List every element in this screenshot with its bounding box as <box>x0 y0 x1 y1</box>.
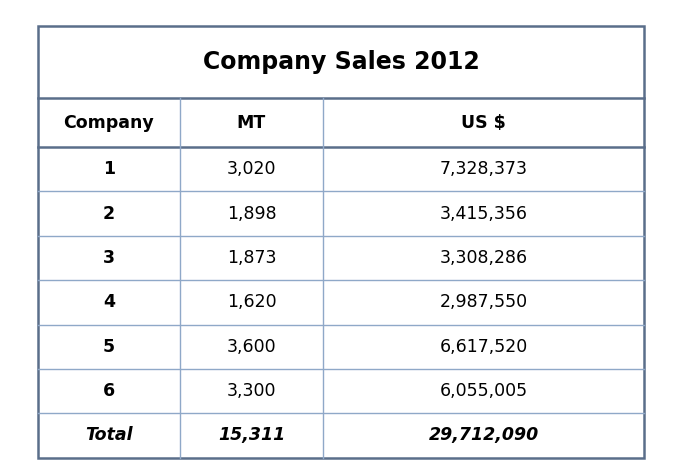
Text: 2,987,550: 2,987,550 <box>440 293 528 311</box>
Text: US $: US $ <box>461 113 506 132</box>
Text: 2: 2 <box>103 205 115 223</box>
Text: 1,898: 1,898 <box>226 205 276 223</box>
Text: 1,620: 1,620 <box>226 293 276 311</box>
Text: 15,311: 15,311 <box>218 426 285 445</box>
Text: 3,415,356: 3,415,356 <box>440 205 528 223</box>
Text: Company Sales 2012: Company Sales 2012 <box>203 50 479 74</box>
Text: 29,712,090: 29,712,090 <box>428 426 539 445</box>
Text: 6: 6 <box>103 382 115 400</box>
Text: 1: 1 <box>103 160 115 178</box>
Text: 5: 5 <box>103 338 115 356</box>
Text: Total: Total <box>85 426 132 445</box>
Text: 4: 4 <box>103 293 115 311</box>
Text: 6,055,005: 6,055,005 <box>440 382 528 400</box>
Text: 1,873: 1,873 <box>226 249 276 267</box>
Text: 6,617,520: 6,617,520 <box>439 338 528 356</box>
Text: Company: Company <box>63 113 154 132</box>
Text: 3: 3 <box>103 249 115 267</box>
Bar <box>38 26 644 458</box>
Text: 3,600: 3,600 <box>226 338 276 356</box>
Text: 3,308,286: 3,308,286 <box>440 249 528 267</box>
Text: 3,300: 3,300 <box>226 382 276 400</box>
Text: 7,328,373: 7,328,373 <box>440 160 528 178</box>
Text: MT: MT <box>237 113 266 132</box>
Text: 3,020: 3,020 <box>226 160 276 178</box>
